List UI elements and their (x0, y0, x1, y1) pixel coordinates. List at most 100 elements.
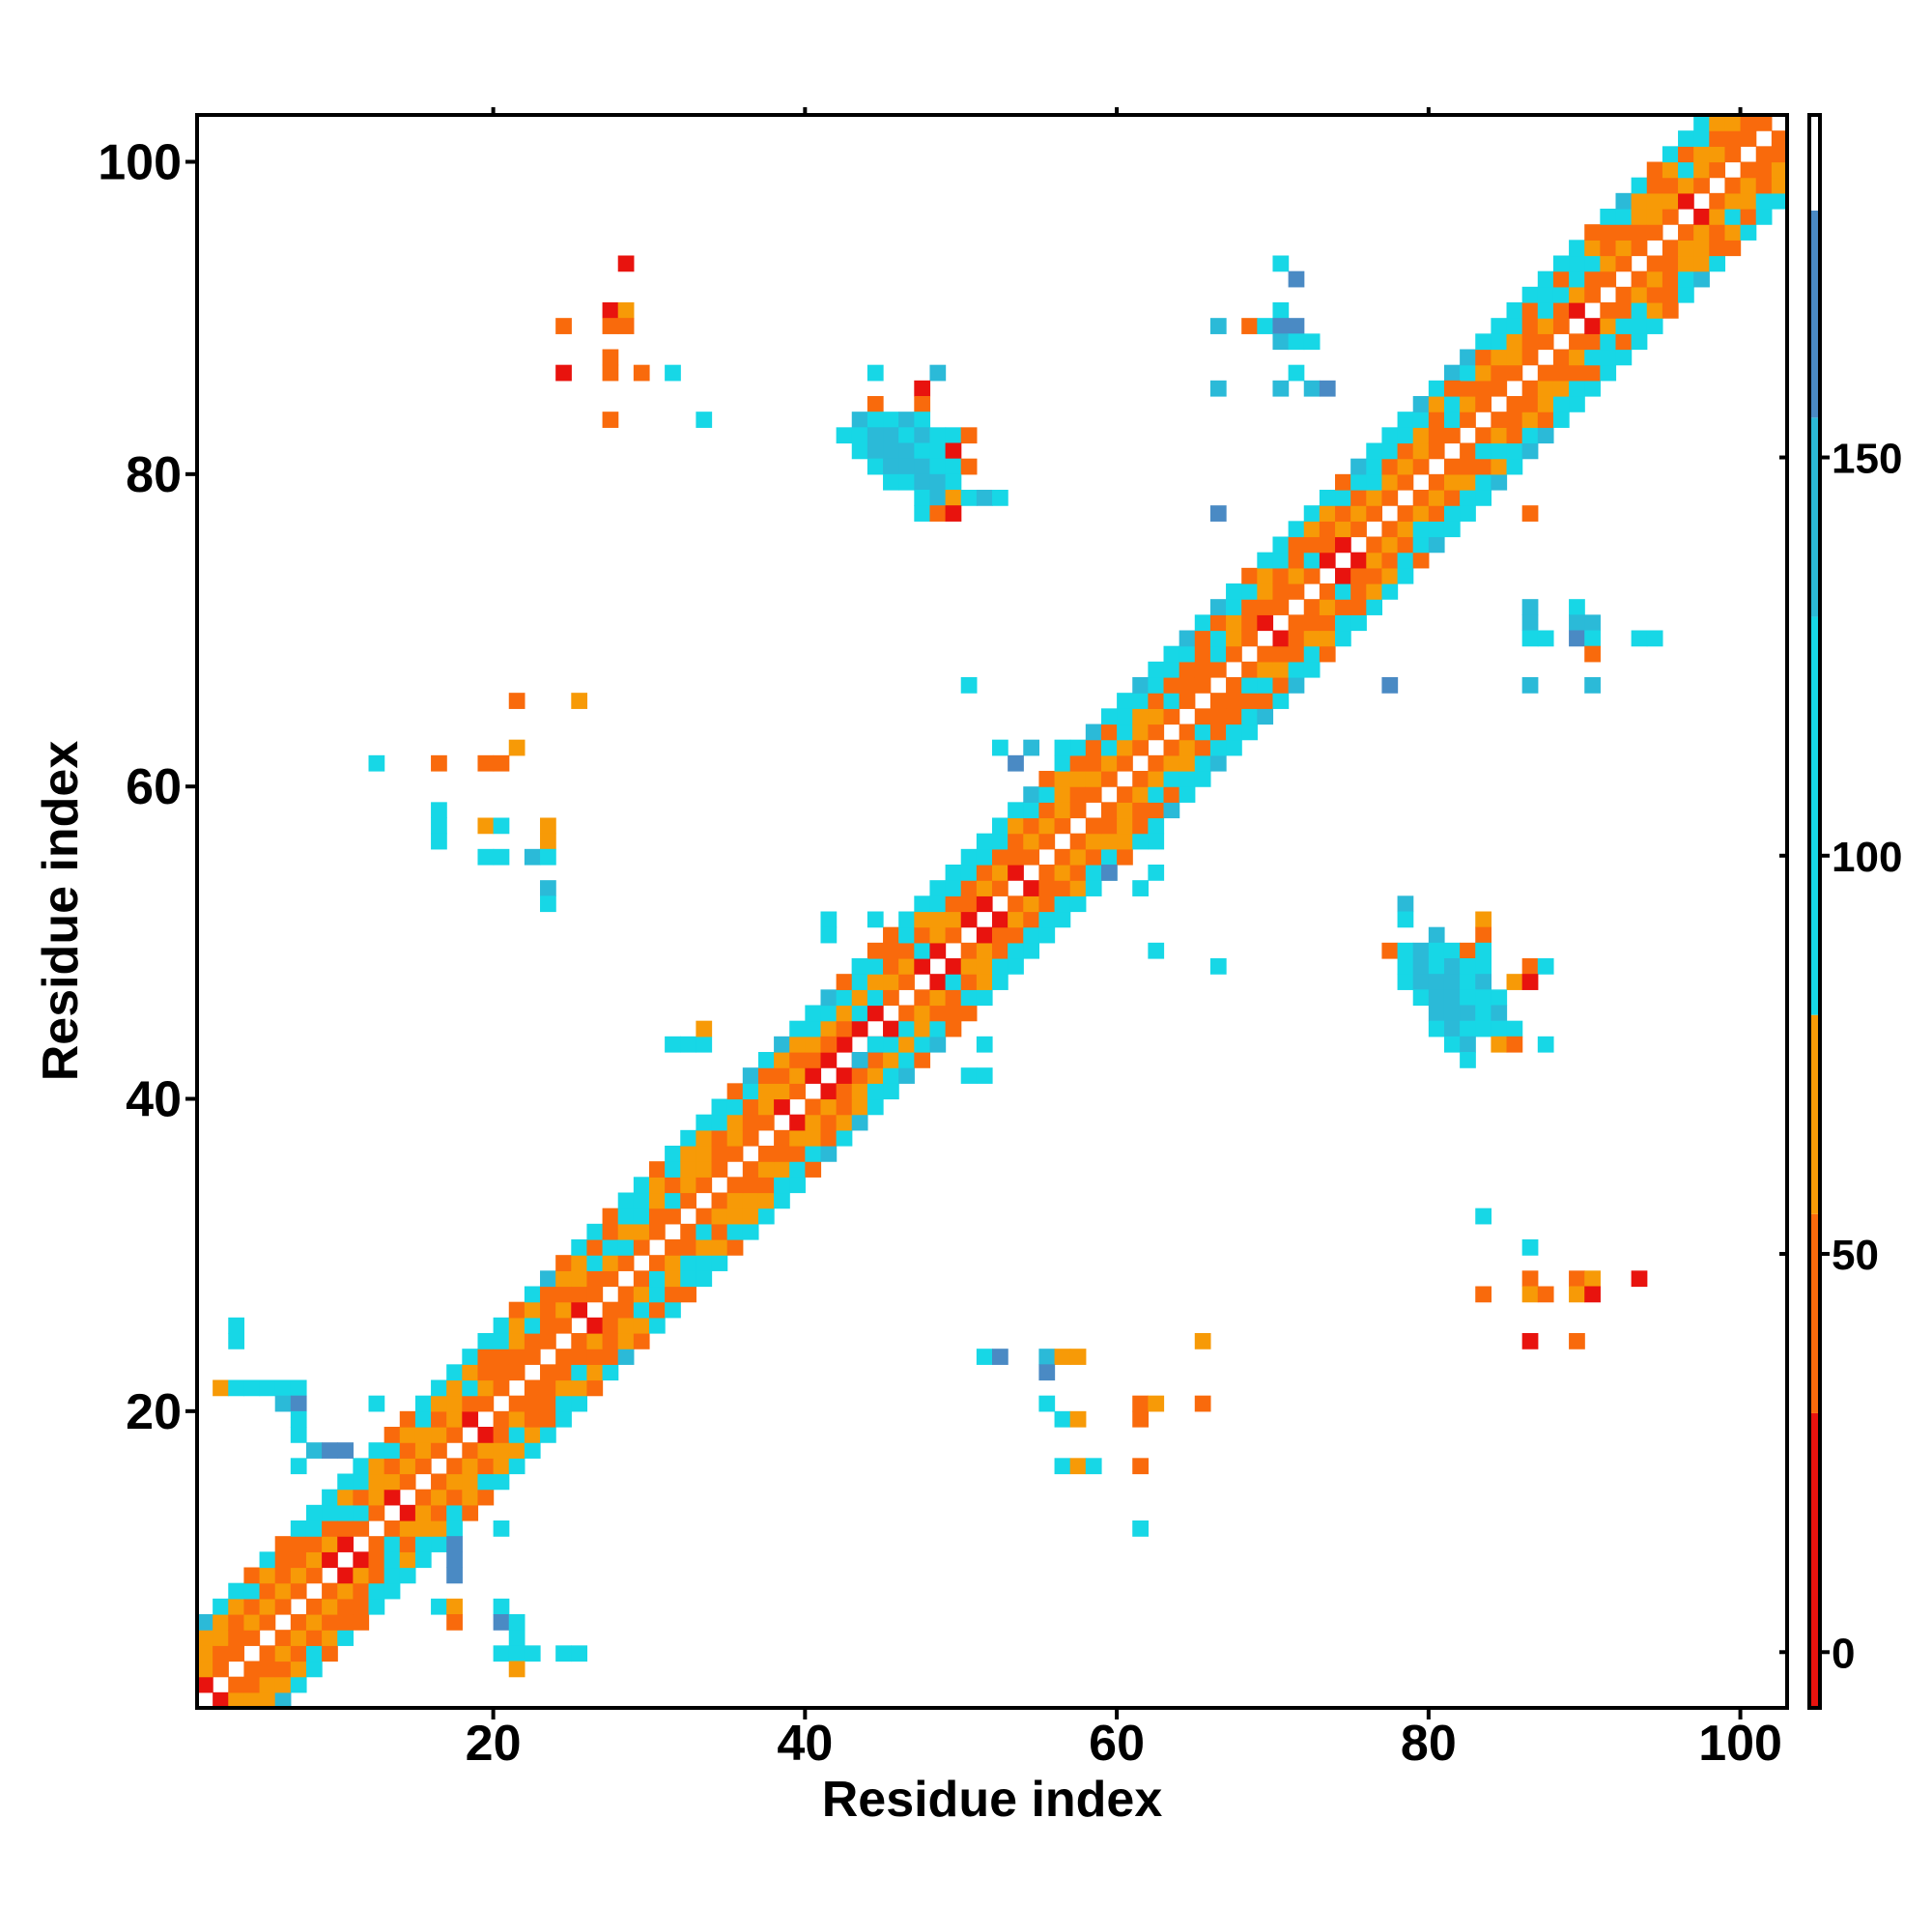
heatmap-cell (1132, 833, 1149, 850)
heatmap-cell (929, 490, 947, 506)
heatmap-cell (867, 427, 884, 444)
heatmap-cell (1132, 708, 1149, 725)
heatmap-cell (1241, 583, 1258, 600)
heatmap-cell (1631, 270, 1648, 288)
heatmap-cell (617, 1192, 635, 1209)
heatmap-cell (1117, 833, 1133, 850)
heatmap-cell (789, 1146, 806, 1162)
heatmap-cell (1303, 661, 1321, 678)
heatmap-cell (602, 1364, 619, 1381)
heatmap-cell (1537, 427, 1554, 444)
heatmap-cell (992, 942, 1009, 959)
heatmap-cell (1350, 521, 1367, 538)
heatmap-cell (477, 1473, 495, 1491)
heatmap-cell (1272, 693, 1290, 709)
heatmap-cell (1475, 1208, 1492, 1225)
heatmap-cell (1226, 645, 1242, 663)
heatmap-cell (1443, 364, 1461, 382)
heatmap-cell (617, 1239, 635, 1256)
heatmap-cell (243, 1614, 261, 1631)
heatmap-cell (384, 1520, 401, 1537)
heatmap-cell (820, 1129, 838, 1147)
heatmap-cell (290, 1614, 307, 1631)
heatmap-cell (1366, 473, 1383, 491)
heatmap-cell (1506, 396, 1523, 412)
heatmap-cell (602, 349, 619, 366)
heatmap-cell (820, 911, 838, 928)
heatmap-cell (1163, 661, 1180, 678)
y-tick-label: 60 (126, 759, 182, 815)
heatmap-cell (1163, 693, 1180, 709)
heatmap-cell (898, 926, 915, 944)
heatmap-cell (1412, 396, 1430, 412)
heatmap-cell (477, 1395, 495, 1412)
heatmap-cell (414, 1395, 432, 1412)
heatmap-cell (1163, 786, 1180, 803)
heatmap-cell (757, 1098, 775, 1116)
heatmap-cell (1288, 677, 1305, 694)
heatmap-cell (1491, 380, 1508, 397)
heatmap-cell (508, 1364, 526, 1381)
heatmap-cell (197, 1676, 213, 1693)
heatmap-cell (197, 1661, 213, 1678)
heatmap-cell (508, 1630, 526, 1646)
heatmap-cell (274, 1598, 292, 1615)
heatmap-cell (1209, 661, 1227, 678)
heatmap-cell (696, 1161, 713, 1178)
heatmap-cell (898, 911, 915, 928)
heatmap-cell (1569, 396, 1585, 412)
heatmap-cell (1257, 645, 1274, 663)
heatmap-cell (883, 473, 899, 491)
heatmap-cell (1428, 521, 1445, 538)
heatmap-cell (431, 1520, 447, 1537)
x-axis-ticks: 20 40 60 80 100 (466, 107, 1782, 1772)
heatmap-cell (757, 1146, 775, 1162)
heatmap-cell (1148, 833, 1165, 850)
heatmap-cell (742, 1192, 759, 1209)
heatmap-cell (726, 1083, 744, 1100)
heatmap-cell (1537, 958, 1554, 975)
heatmap-cell (243, 1582, 261, 1600)
heatmap-cell (633, 1333, 650, 1350)
heatmap-cell (1506, 1020, 1523, 1037)
heatmap-cell (914, 958, 931, 975)
heatmap-cell (1521, 380, 1539, 397)
heatmap-cell (1179, 739, 1196, 756)
heatmap-cell (1709, 255, 1726, 272)
heatmap-cell (1085, 880, 1102, 896)
heatmap-cell (586, 1286, 604, 1303)
heatmap-cell (1381, 442, 1399, 460)
heatmap-cell (462, 1504, 479, 1521)
heatmap-cell (477, 817, 495, 835)
heatmap-cell (883, 974, 899, 990)
heatmap-cell (1132, 1520, 1149, 1537)
heatmap-cell (617, 318, 635, 334)
heatmap-cell (992, 848, 1009, 866)
heatmap-cell (493, 1317, 510, 1334)
heatmap-cell (1179, 661, 1196, 678)
y-tick-label: 20 (126, 1384, 182, 1440)
heatmap-cell (960, 677, 978, 694)
heatmap-cell (1008, 926, 1024, 944)
heatmap-cell (867, 442, 884, 460)
heatmap-cell (1008, 833, 1024, 850)
heatmap-cell (836, 1114, 853, 1131)
heatmap-cell (322, 1504, 338, 1521)
heatmap-cell (1475, 926, 1492, 944)
heatmap-cell (1148, 724, 1165, 741)
heatmap-cell (836, 427, 853, 444)
heatmap-cell (1740, 192, 1757, 210)
heatmap-cell (540, 1286, 556, 1303)
heatmap-cell (851, 974, 868, 990)
heatmap-cell (1693, 115, 1710, 131)
heatmap-cell (1272, 302, 1290, 319)
heatmap-cell (322, 1630, 338, 1646)
heatmap-cell (1085, 754, 1102, 772)
heatmap-cell (1709, 130, 1726, 147)
heatmap-cell (1350, 458, 1367, 475)
heatmap-cell (1428, 1005, 1445, 1022)
heatmap-cell (508, 1442, 526, 1459)
heatmap-cell (1366, 505, 1383, 522)
heatmap-cell (493, 1333, 510, 1350)
heatmap-cell (1148, 802, 1165, 819)
